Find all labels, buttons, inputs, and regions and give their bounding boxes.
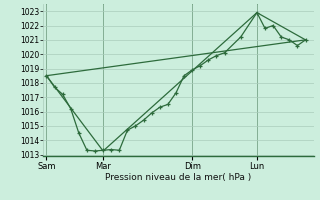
X-axis label: Pression niveau de la mer( hPa ): Pression niveau de la mer( hPa ) [105, 173, 252, 182]
